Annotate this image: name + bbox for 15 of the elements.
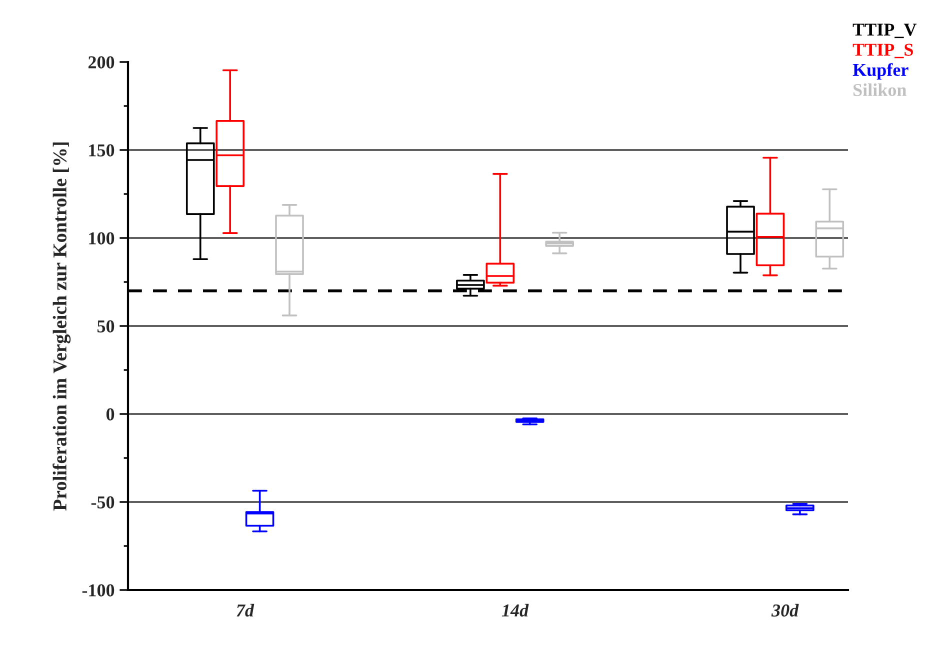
y-tick-label: -100 — [82, 584, 114, 596]
text: TTIP_V — [852, 24, 917, 38]
y-tick-label: 50 — [97, 320, 114, 332]
x-tick-label: 7d — [236, 604, 254, 617]
y-tick-label: -50 — [91, 496, 114, 508]
y-tick-label: 200 — [88, 56, 114, 68]
x-tick-label: 14d — [502, 604, 529, 617]
y-axis-title: Proliferation im Vergleich zur Kontrolle [%] — [52, 142, 71, 511]
text: TTIP_S — [852, 44, 913, 58]
x-tick-label: 30d — [771, 604, 799, 617]
y-tick-label: 150 — [89, 144, 114, 156]
text: Kupfer — [852, 63, 908, 80]
y-tick-label: 0 — [106, 408, 114, 420]
text: Silikon — [854, 83, 906, 96]
y-tick-label: 100 — [89, 232, 114, 244]
